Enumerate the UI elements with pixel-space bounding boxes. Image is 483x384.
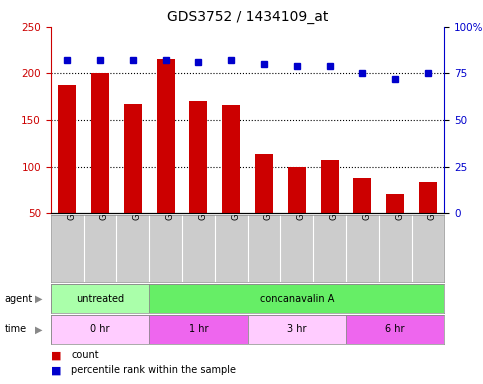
Text: GSM429430: GSM429430	[133, 170, 142, 220]
Text: ▶: ▶	[35, 324, 43, 334]
Bar	[288, 167, 306, 260]
Text: GSM429856: GSM429856	[166, 170, 174, 220]
Text: agent: agent	[5, 293, 33, 304]
Text: percentile rank within the sample: percentile rank within the sample	[71, 366, 236, 376]
Bar	[419, 182, 437, 260]
Text: ▶: ▶	[35, 293, 43, 304]
Text: count: count	[71, 350, 99, 360]
Text: ■: ■	[51, 366, 61, 376]
Text: GSM429857: GSM429857	[199, 170, 207, 220]
Text: GSM429426: GSM429426	[67, 170, 76, 220]
Bar	[91, 73, 109, 260]
Text: ■: ■	[51, 350, 61, 360]
Bar	[149, 284, 444, 313]
Text: 3 hr: 3 hr	[287, 324, 307, 334]
Bar	[51, 315, 149, 344]
Text: GSM429428: GSM429428	[100, 170, 109, 220]
Text: GSM429859: GSM429859	[264, 170, 273, 220]
Bar	[189, 101, 207, 260]
Bar	[156, 60, 174, 260]
Text: 6 hr: 6 hr	[385, 324, 405, 334]
Bar	[248, 315, 346, 344]
Text: GSM429863: GSM429863	[395, 170, 404, 220]
Bar	[149, 315, 248, 344]
Bar	[124, 104, 142, 260]
Bar	[255, 154, 273, 260]
Bar	[321, 160, 339, 260]
Title: GDS3752 / 1434109_at: GDS3752 / 1434109_at	[167, 10, 328, 25]
Bar	[386, 195, 404, 260]
Text: GSM429861: GSM429861	[362, 170, 371, 220]
Text: time: time	[5, 324, 27, 334]
Text: 1 hr: 1 hr	[188, 324, 208, 334]
Bar	[51, 284, 149, 313]
Text: 0 hr: 0 hr	[90, 324, 110, 334]
Bar	[346, 315, 444, 344]
Text: GSM429864: GSM429864	[428, 170, 437, 220]
Text: GSM429862: GSM429862	[329, 170, 339, 220]
Text: untreated: untreated	[76, 293, 124, 304]
Text: GSM429858: GSM429858	[231, 170, 240, 220]
Bar	[354, 178, 371, 260]
Bar	[222, 105, 240, 260]
Bar	[58, 84, 76, 260]
Text: GSM429860: GSM429860	[297, 170, 306, 220]
Text: concanavalin A: concanavalin A	[259, 293, 334, 304]
